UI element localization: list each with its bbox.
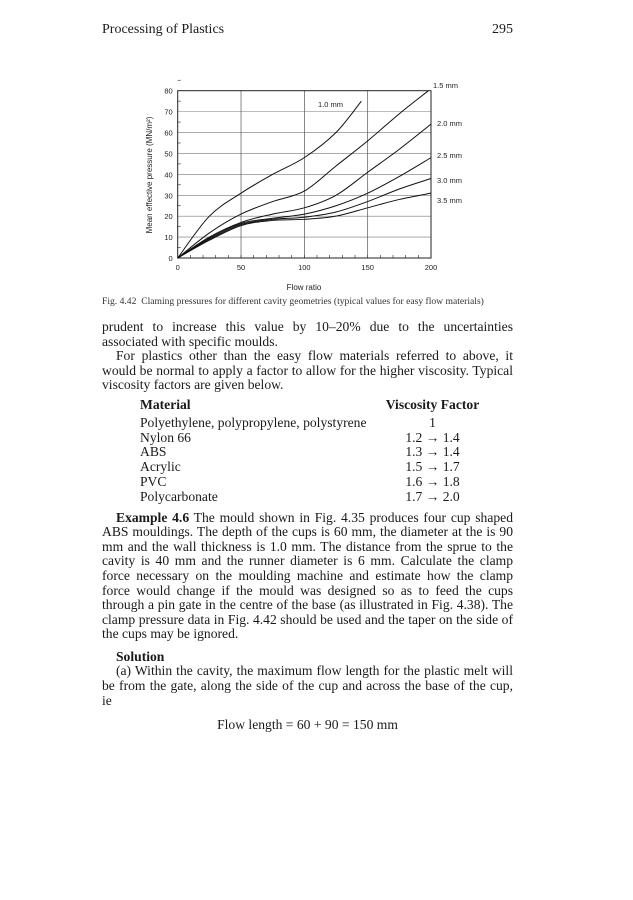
series-line-1-5-mm [177,90,429,259]
table-row: Polycarbonate 1.7 → 2.0 [140,488,513,505]
factor-cell: 1.6 → 1.8 [405,473,460,489]
y-tick-label: 40 [164,170,172,179]
y-tick-label: 10 [164,233,172,242]
equation: Flow length = 60 + 90 = 150 mm [217,717,398,733]
axes: 0 10 20 30 40 50 60 70 80 0 50 100 150 200 [164,79,438,272]
y-tick-label: 20 [164,212,172,221]
factor-cell: 1.2 → 1.4 [405,429,460,445]
series-line-2-0-mm [177,123,432,259]
series-label: 1.0 mm [318,100,343,109]
paragraph: For plastics other than the easy flow ma… [102,348,513,393]
x-tick-label: 150 [361,263,374,272]
table-row: PVC 1.6 → 1.8 [140,473,513,490]
y-tick-label: 50 [164,149,172,158]
table-row: Nylon 66 1.2 → 1.4 [140,429,513,446]
series-label: 2.5 mm [437,151,462,160]
series-label: 3.0 mm [437,176,462,185]
series-line-1-0-mm [177,100,362,259]
factor-cell: 1.3 → 1.4 [405,444,460,460]
y-tick-label: 80 [164,87,172,96]
solution-heading: Solution [102,648,513,665]
x-axis-label: Flow ratio [287,283,322,292]
solution: Solution (a) Within the cavity, the maxi… [102,648,513,708]
x-tick-label: 100 [298,263,311,272]
series-label: 2.0 mm [437,119,462,128]
table-row: ABS 1.3 → 1.4 [140,445,513,460]
figure-caption: Fig. 4.42 Claming pressures for differen… [102,296,513,308]
series-label: 1.5 mm [433,81,458,90]
y-axis-label: Mean effective pressure (MN/m²) [145,116,154,233]
factor-cell: 1.5 → 1.7 [405,459,460,475]
flow-ratio-pressure-chart: 0 10 20 30 40 50 60 70 80 0 50 100 150 200 1.0 mm 1.5 … [145,79,462,292]
header-viscosity-factor: Viscosity Factor [385,396,480,412]
material-cell: ABS [140,444,167,460]
caption-label: Fig. 4.42 [102,296,137,307]
material-cell: PVC [140,473,167,489]
material-cell: Acrylic [140,459,181,475]
y-tick-label: 0 [169,254,173,263]
x-tick-label: 200 [425,263,438,272]
material-cell: Nylon 66 [140,429,191,445]
series-line-2-5-mm [177,157,432,259]
y-tick-label: 30 [164,191,172,200]
series-line-3-0-mm [177,178,432,259]
series-line-3-5-mm [177,192,432,259]
table-row: Polyethylene, polypropylene, polystyrene… [140,414,513,431]
page-number: 295 [492,22,513,37]
factor-cell: 1.7 → 2.0 [405,488,460,504]
example-label: Example 4.6 [116,509,190,525]
y-tick-label: 60 [164,129,172,138]
table-row: Acrylic 1.5 → 1.7 [140,459,513,475]
y-tick-label: 70 [164,108,172,117]
paragraph: (a) Within the cavity, the maximum flow … [102,663,513,708]
running-title: Processing of Plastics [102,22,225,37]
material-cell: Polyethylene, polypropylene, polystyrene [140,414,367,430]
grid [177,90,431,258]
x-tick-label: 0 [176,263,180,272]
caption-text: Claming pressures for different cavity g… [141,296,484,307]
solution-heading-text: Solution [116,648,165,664]
page-body: Fig. 4.42 Claming pressures for differen… [102,296,513,733]
body-text-1: prudent to increase this value by 10–20%… [102,319,513,393]
viscosity-table: Material Viscosity Factor Polyethylene, … [140,396,513,505]
table-header: Material Viscosity Factor [140,396,513,413]
paragraph: Example 4.6 The mould shown in Fig. 4.35… [102,509,513,642]
plot-frame [177,90,432,259]
paragraph: prudent to increase this value by 10–20%… [102,319,513,349]
example-4-6: Example 4.6 The mould shown in Fig. 4.35… [102,509,513,642]
example-text: The mould shown in Fig. 4.35 produces fo… [102,509,513,642]
material-cell: Polycarbonate [140,488,218,504]
series-lines [177,90,432,259]
x-tick-label: 50 [237,263,245,272]
series-label: 3.5 mm [437,196,462,205]
series-labels: 1.0 mm 1.5 mm 2.0 mm 2.5 mm 3.0 mm 3.5 mm [318,81,462,205]
factor-cell: 1 [429,414,436,430]
header-material: Material [140,396,191,412]
